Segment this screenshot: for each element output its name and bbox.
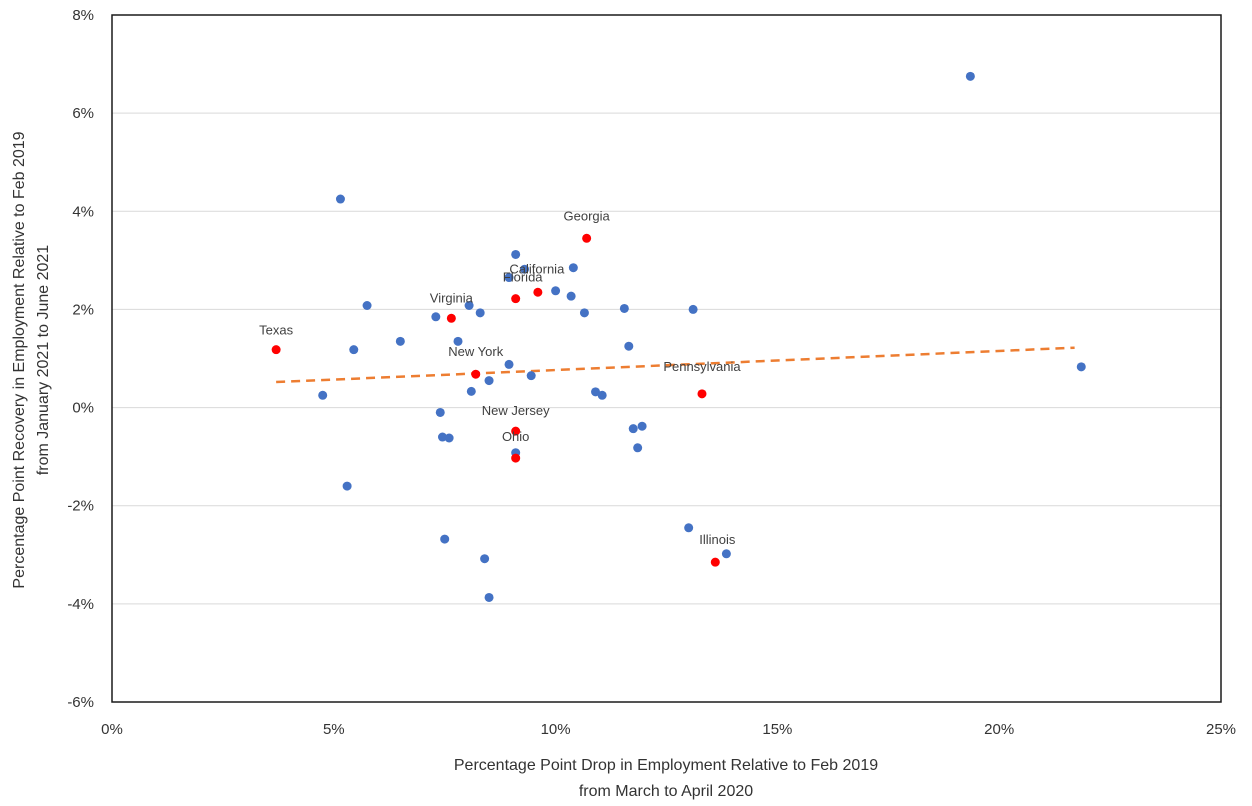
point-label: Pennsylvania <box>663 359 741 374</box>
data-point <box>504 273 514 283</box>
data-point <box>520 264 530 274</box>
y-tick-label: 0% <box>72 400 94 417</box>
points-group <box>271 71 1086 602</box>
point-label: Virginia <box>430 290 474 305</box>
y-tick-label: 6% <box>72 105 94 122</box>
data-point <box>633 443 643 453</box>
y-tick-label: -6% <box>67 694 94 711</box>
data-point <box>440 534 450 544</box>
data-point <box>504 359 514 369</box>
data-point <box>342 481 352 491</box>
y-tick-label: 4% <box>72 203 94 220</box>
highlighted-point <box>511 294 521 304</box>
data-point <box>721 549 731 559</box>
y-tick-label: 8% <box>72 7 94 24</box>
data-point <box>511 249 521 259</box>
y-tick-label: -4% <box>67 596 94 613</box>
trendline <box>276 346 1075 384</box>
plot-frame <box>111 14 1222 703</box>
data-point <box>1076 362 1086 372</box>
highlighted-point <box>471 369 481 379</box>
data-point <box>688 304 698 314</box>
data-point <box>965 71 975 81</box>
highlighted-point <box>511 426 521 436</box>
x-tick-label: 5% <box>323 721 345 738</box>
point-label: Florida <box>503 270 544 285</box>
data-point <box>579 308 589 318</box>
trendline-group <box>276 346 1075 384</box>
data-point <box>628 424 638 434</box>
x-tick-label: 15% <box>762 721 792 738</box>
x-axis-title-line-1: Percentage Point Drop in Employment Rela… <box>454 757 878 774</box>
highlighted-point <box>446 313 456 323</box>
point-label: Illinois <box>699 532 736 547</box>
data-point <box>526 371 536 381</box>
highlighted-point <box>582 233 592 243</box>
data-point <box>484 592 494 602</box>
point-label: California <box>509 261 565 276</box>
data-point <box>318 390 328 400</box>
data-point <box>484 376 494 386</box>
x-tick-label: 10% <box>541 721 571 738</box>
data-point <box>568 263 578 273</box>
tick-labels: 8% 6% 4% 2% 0% -2% -4% -6% 0% 5% 10% 15% 20% 25% <box>67 7 1236 738</box>
x-tick-label: 20% <box>984 721 1014 738</box>
highlighted-point <box>710 557 720 567</box>
data-point <box>453 336 463 346</box>
data-point <box>624 341 634 351</box>
gridlines <box>112 112 1221 605</box>
data-point <box>566 291 576 301</box>
data-point <box>466 386 476 396</box>
point-label: New Jersey <box>482 403 550 418</box>
data-point <box>551 286 561 296</box>
data-point <box>437 432 447 442</box>
y-tick-label: -2% <box>67 498 94 515</box>
data-point <box>591 387 601 397</box>
data-point <box>684 523 694 533</box>
data-point <box>597 390 607 400</box>
x-tick-label: 25% <box>1206 721 1236 738</box>
point-label: Ohio <box>502 429 529 444</box>
data-point <box>444 433 454 443</box>
data-point <box>362 301 372 311</box>
highlighted-point <box>533 287 543 297</box>
highlighted-point <box>511 453 521 463</box>
x-axis-title-line-2: from March to April 2020 <box>579 783 753 800</box>
data-point <box>475 308 485 318</box>
data-point <box>349 345 359 355</box>
data-point <box>335 194 345 204</box>
y-axis-title-line-2: from January 2021 to June 2021 <box>35 245 52 475</box>
point-label: Texas <box>259 323 293 338</box>
highlighted-point <box>697 389 707 399</box>
highlighted-point <box>271 345 281 355</box>
data-point <box>435 407 445 417</box>
data-point <box>619 303 629 313</box>
y-tick-label: 2% <box>72 301 94 318</box>
data-point <box>637 421 647 431</box>
data-point <box>480 554 490 564</box>
data-point <box>464 301 474 311</box>
x-tick-label: 0% <box>101 721 123 738</box>
data-point <box>395 336 405 346</box>
point-label: New York <box>448 344 503 359</box>
y-axis-title-line-1: Percentage Point Recovery in Employment … <box>11 131 28 588</box>
point-label: Georgia <box>564 208 611 223</box>
data-point <box>431 312 441 322</box>
